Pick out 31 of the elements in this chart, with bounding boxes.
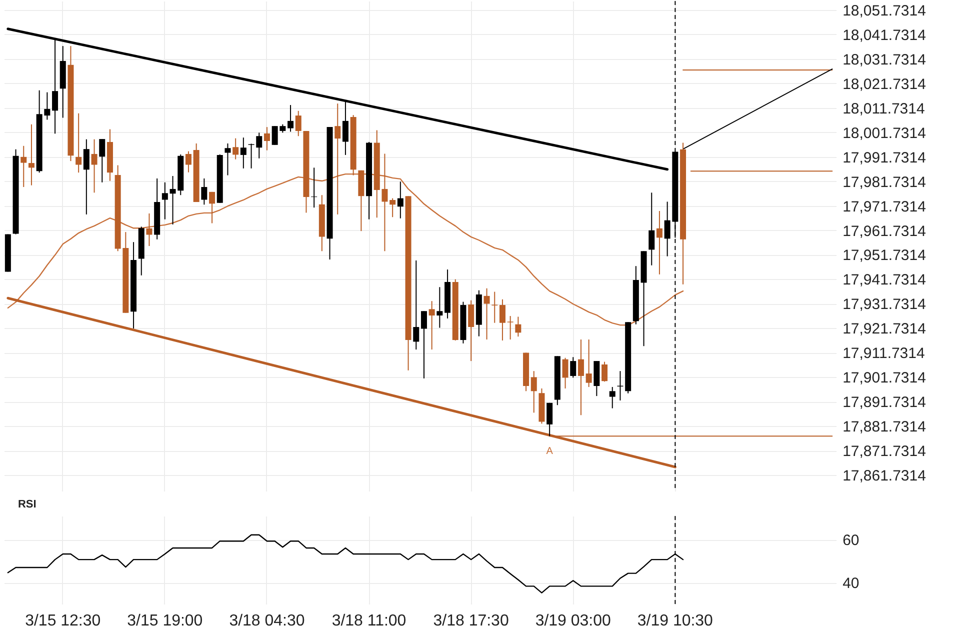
y-tick-label: 18,041.7314 — [842, 26, 926, 44]
y-tick-label: 17,981.7314 — [842, 174, 926, 191]
y-tick-label: 18,051.7314 — [842, 2, 926, 20]
y-tick-label: 18,001.7314 — [842, 124, 926, 142]
y-tick-label: 17,931.7314 — [842, 296, 926, 314]
y-tick-label: 17,861.7314 — [842, 468, 926, 485]
y-tick-label: 17,921.7314 — [842, 320, 926, 338]
x-tick-label: 3/15 19:00 — [127, 612, 203, 630]
x-tick-label: 3/18 17:30 — [433, 612, 509, 630]
y-tick-label: 17,971.7314 — [842, 198, 926, 216]
y-tick-label: 18,011.7314 — [842, 100, 925, 118]
y-tick-label: 17,951.7314 — [842, 247, 926, 264]
y-tick-label: 17,881.7314 — [842, 418, 926, 436]
annotation: A — [546, 446, 554, 458]
y-tick-label: 17,901.7314 — [842, 370, 926, 387]
y-tick-label: 17,961.7314 — [842, 222, 926, 240]
y-tick-label: 17,871.7314 — [842, 443, 926, 460]
y-tick-label: 17,941.7314 — [842, 272, 926, 289]
x-tick-label: 3/18 04:30 — [229, 612, 305, 630]
y-tick-label: 17,891.7314 — [842, 394, 926, 412]
y-tick-label: 17,911.7314 — [842, 345, 925, 362]
x-tick-label: 3/19 10:30 — [637, 612, 714, 630]
x-tick-label: 3/19 03:00 — [535, 612, 611, 630]
y-tick-label: 18,021.7314 — [842, 76, 926, 93]
y-tick-label: 17,991.7314 — [842, 149, 926, 166]
chart-title: RSI — [18, 498, 36, 510]
y-tick-label: 60 — [842, 532, 860, 550]
x-tick-label: 3/15 12:30 — [25, 612, 101, 630]
y-tick-label: 40 — [842, 575, 860, 592]
x-tick-label: 3/18 11:00 — [332, 612, 406, 630]
y-tick-label: 18,031.7314 — [842, 51, 926, 68]
